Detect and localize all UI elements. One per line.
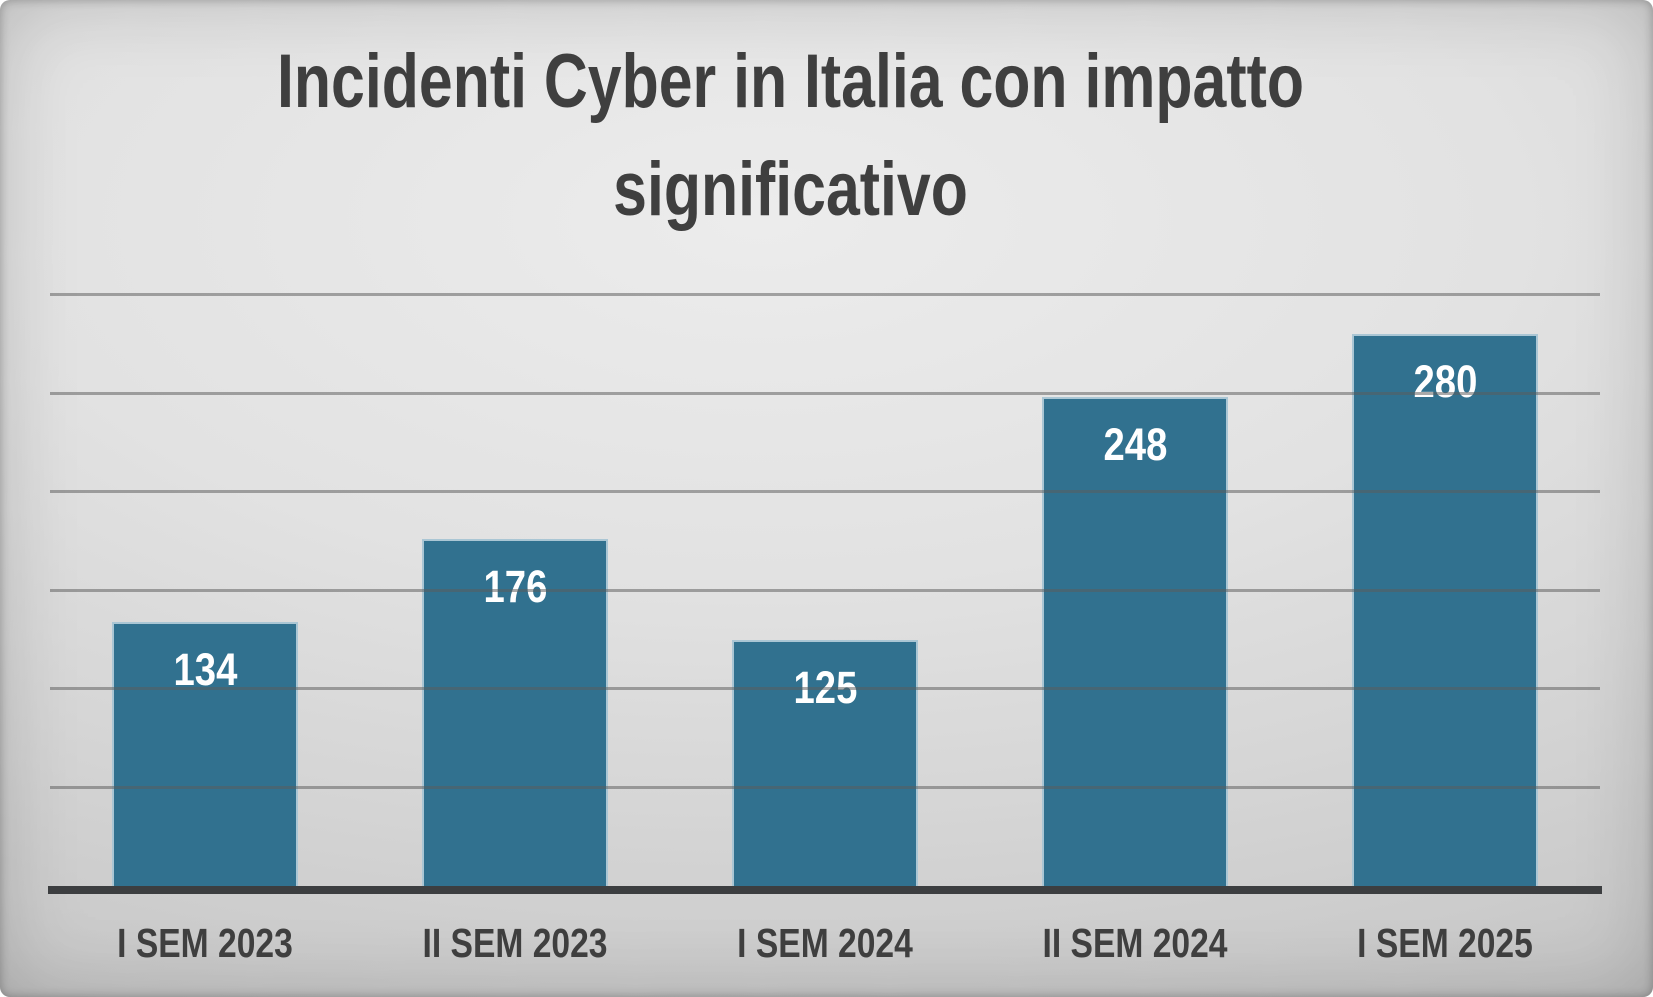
chart-title-container: Incidenti Cyber in Italia con impatto si… — [0, 28, 1581, 244]
bars-row: 134 176 125 248 280 — [50, 295, 1600, 886]
bar-value-label: 176 — [483, 561, 547, 613]
bar-slot-3: 125 — [670, 295, 980, 886]
bar-slot-2: 176 — [360, 295, 670, 886]
chart-title: Incidenti Cyber in Italia con impatto si… — [276, 39, 1304, 232]
x-axis-labels: I SEM 2023 II SEM 2023 I SEM 2024 II SEM 20… — [50, 920, 1600, 967]
bar-i-sem-2025: 280 — [1351, 334, 1539, 886]
bar-chart: 134 176 125 248 280 I SEM 2023 II SEM 2023 I S… — [48, 293, 1602, 967]
x-axis-label-3: I SEM 2024 — [737, 920, 913, 966]
bar-slot-4: 248 — [980, 295, 1290, 886]
bar-ii-sem-2023: 176 — [421, 539, 609, 886]
x-axis-label-5: I SEM 2025 — [1357, 920, 1533, 966]
x-axis-label-4: II SEM 2024 — [1042, 920, 1228, 966]
bar-value-label: 248 — [1103, 419, 1167, 471]
bar-value-label: 125 — [793, 661, 857, 713]
x-axis-label-1: I SEM 2023 — [117, 920, 293, 966]
bar-ii-sem-2024: 248 — [1041, 397, 1229, 886]
x-axis-line — [48, 886, 1602, 894]
plot-area: 134 176 125 248 280 — [50, 293, 1600, 886]
bar-value-label: 280 — [1413, 356, 1477, 408]
bar-i-sem-2024: 125 — [731, 639, 919, 886]
bar-slot-5: 280 — [1290, 295, 1600, 886]
bar-value-label: 134 — [173, 644, 237, 696]
bar-i-sem-2023: 134 — [111, 622, 299, 886]
bar-slot-1: 134 — [50, 295, 360, 886]
x-axis-label-2: II SEM 2023 — [422, 920, 608, 966]
